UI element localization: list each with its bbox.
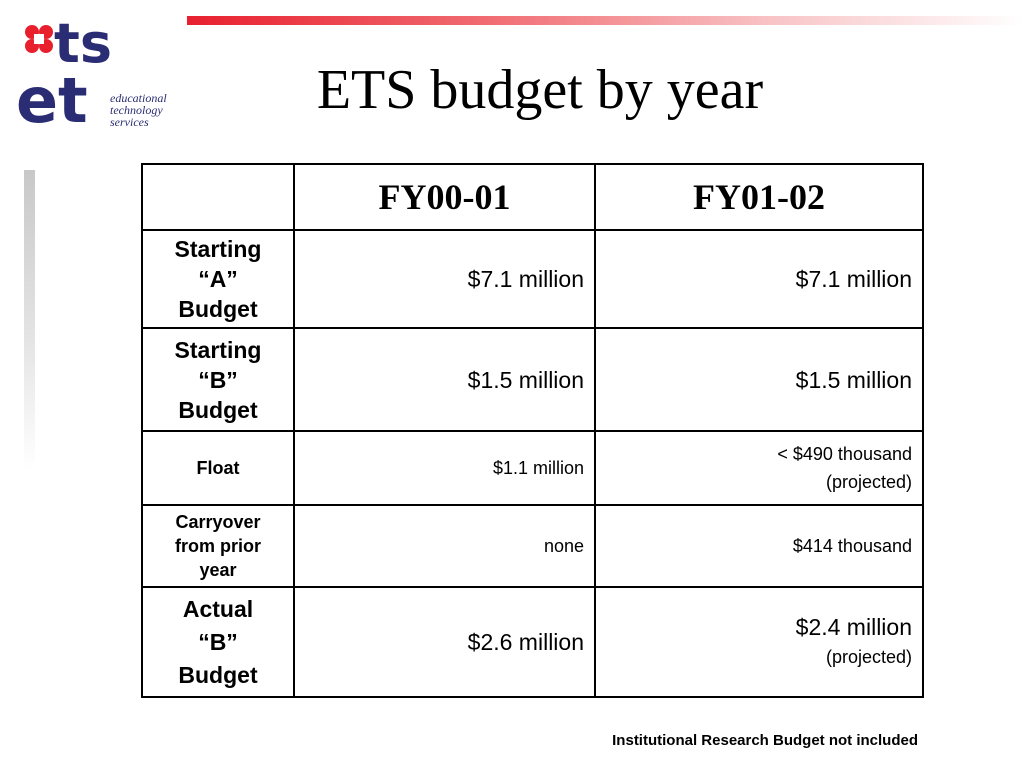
row-label: Starting “A” Budget bbox=[141, 229, 295, 329]
cell-fy01-02: < $490 thousand (projected) bbox=[594, 430, 924, 506]
row-label-line: Starting bbox=[174, 336, 262, 363]
budget-table: FY00-01 FY01-02 Starting “A” Budget $7.1… bbox=[141, 163, 924, 698]
footnote: Institutional Research Budget not includ… bbox=[612, 732, 918, 749]
cell-fy00-01: $1.1 million bbox=[293, 430, 596, 506]
table-row: Starting “B” Budget $1.5 million $1.5 mi… bbox=[141, 327, 924, 432]
svg-text:et: et bbox=[16, 64, 88, 130]
row-label-line: Actual bbox=[182, 595, 254, 622]
logo-subtitle-line: educational bbox=[110, 91, 167, 105]
cell-fy01-02: $1.5 million bbox=[594, 327, 924, 432]
table-row: Starting “A” Budget $7.1 million $7.1 mi… bbox=[141, 229, 924, 329]
cell-fy01-02: $414 thousand bbox=[594, 504, 924, 588]
header-empty-cell bbox=[141, 163, 295, 231]
row-label-line: “A” bbox=[198, 266, 238, 292]
row-label-line: Budget bbox=[178, 296, 258, 322]
cell-fy01-02: $7.1 million bbox=[594, 229, 924, 329]
svg-text:ts: ts bbox=[54, 12, 112, 75]
row-label-line: Budget bbox=[178, 661, 258, 688]
table-row: Carryover from prior year none $414 thou… bbox=[141, 504, 924, 588]
row-label-line: year bbox=[199, 560, 237, 580]
row-label-line: Budget bbox=[178, 396, 258, 423]
cell-fy01-02: $2.4 million (projected) bbox=[594, 586, 924, 698]
cell-note: (projected) bbox=[825, 647, 912, 667]
row-label: Starting “B” Budget bbox=[141, 327, 295, 432]
table-header-row: FY00-01 FY01-02 bbox=[141, 163, 924, 231]
logo-subtitle-line: technology bbox=[110, 103, 163, 117]
cell-note: (projected) bbox=[825, 472, 912, 492]
cell-fy00-01: $1.5 million bbox=[293, 327, 596, 432]
table-row: Float $1.1 million < $490 thousand (proj… bbox=[141, 430, 924, 506]
decorative-top-bar bbox=[187, 16, 1024, 25]
slide-title: ETS budget by year bbox=[316, 59, 764, 121]
row-label-line: Float bbox=[196, 458, 240, 478]
row-label-line: Starting bbox=[174, 236, 262, 262]
row-label-line: “B” bbox=[198, 628, 238, 655]
cell-fy00-01: $2.6 million bbox=[293, 586, 596, 698]
row-label: Carryover from prior year bbox=[141, 504, 295, 588]
row-label: Float bbox=[141, 430, 295, 506]
cell-fy00-01: none bbox=[293, 504, 596, 588]
ets-logo: ts et educational technology services bbox=[14, 12, 174, 137]
cell-value: < $490 thousand bbox=[777, 444, 912, 464]
row-label-line: from prior bbox=[174, 536, 261, 556]
cell-value: $2.4 million bbox=[795, 614, 912, 640]
header-fy00-01: FY00-01 bbox=[293, 163, 596, 231]
header-fy01-02: FY01-02 bbox=[594, 163, 924, 231]
decorative-side-bar bbox=[24, 170, 35, 470]
logo-subtitle-line: services bbox=[110, 115, 149, 129]
ets-logo-mark: ts et bbox=[16, 12, 112, 137]
row-label-line: Carryover bbox=[175, 512, 261, 532]
table-row: Actual “B” Budget $2.6 million $2.4 mill… bbox=[141, 586, 924, 698]
cell-fy00-01: $7.1 million bbox=[293, 229, 596, 329]
row-label-line: “B” bbox=[198, 366, 238, 393]
logo-subtitle: educational technology services bbox=[110, 92, 167, 128]
row-label: Actual “B” Budget bbox=[141, 586, 295, 698]
